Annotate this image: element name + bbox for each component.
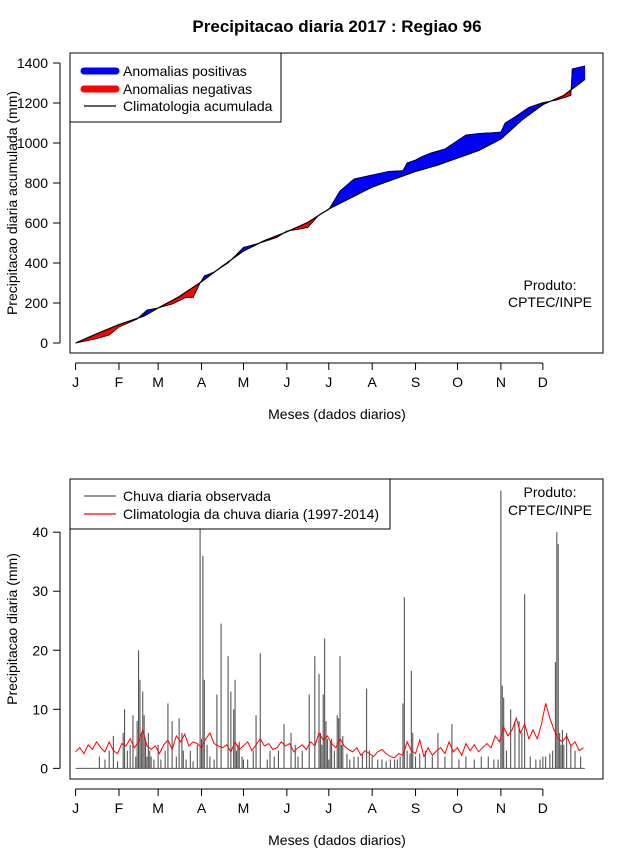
climatology-cumulative-line [75, 78, 586, 344]
x-tick-label: J [72, 374, 79, 390]
legend: Chuva diaria observada Climatologia da c… [69, 478, 391, 530]
x-tick-label: F [115, 374, 124, 390]
product-source: CPTEC/INPE [508, 294, 592, 310]
x-tick-label: A [368, 374, 378, 390]
x-tick-label: D [538, 374, 548, 390]
y-tick-label: 30 [32, 583, 48, 599]
y-tick-label: 1400 [17, 55, 48, 71]
x-axis-label: Meses (dados diarios) [268, 832, 406, 848]
x-tick-label: N [496, 374, 506, 390]
legend-label-climatology: Climatologia acumulada [123, 98, 273, 114]
x-tick-label: A [197, 374, 207, 390]
x-tick-label: A [368, 800, 378, 816]
x-tick-label: O [452, 800, 463, 816]
y-axis: 0 10 20 30 40 [32, 524, 61, 776]
x-tick-label: M [152, 374, 164, 390]
x-tick-label: A [197, 800, 207, 816]
x-tick-label: S [411, 374, 420, 390]
y-tick-label: 10 [32, 701, 48, 717]
chart-title: Precipitacao diaria 2017 : Regiao 96 [192, 17, 481, 36]
y-tick-label: 1200 [17, 95, 48, 111]
product-label: Produto: [524, 277, 577, 293]
y-axis-label: Precipitacao diaria (mm) [4, 553, 20, 705]
x-tick-label: M [152, 800, 164, 816]
daily-climatology-line [75, 703, 584, 759]
y-tick-label: 0 [40, 760, 48, 776]
legend-label-negative: Anomalias negativas [123, 81, 252, 97]
x-tick-label: M [238, 800, 250, 816]
x-tick-label: S [411, 800, 420, 816]
product-label: Produto: [524, 484, 577, 500]
y-tick-label: 1000 [17, 135, 48, 151]
y-tick-label: 400 [25, 255, 49, 271]
legend-label-climatology: Climatologia da chuva diaria (1997-2014) [123, 506, 379, 522]
y-axis-label: Precipitacao diaria acumulada (mm) [4, 91, 20, 315]
legend-label-observed: Chuva diaria observada [123, 488, 271, 504]
legend-label-positive: Anomalias positivas [123, 63, 247, 79]
x-tick-label: J [283, 374, 290, 390]
y-tick-label: 600 [25, 215, 49, 231]
x-tick-label: J [325, 800, 332, 816]
observed-cumulative-line [75, 65, 585, 344]
y-tick-label: 200 [25, 295, 49, 311]
x-tick-label: F [115, 800, 124, 816]
x-tick-label: J [325, 374, 332, 390]
x-axis-label: Meses (dados diarios) [268, 406, 406, 422]
x-tick-label: J [283, 800, 290, 816]
cumulative-precipitation-chart: 0 200 400 600 800 1000 1200 1400 J F M A M J J A S O N D P… [4, 52, 604, 422]
legend: Anomalias positivas Anomalias negativas … [69, 52, 282, 123]
product-source: CPTEC/INPE [508, 502, 592, 518]
anomaly-segment [583, 65, 586, 82]
x-tick-label: O [452, 374, 463, 390]
y-tick-label: 0 [40, 335, 48, 351]
plot-frame-top [69, 52, 604, 354]
y-axis: 0 200 400 600 800 1000 1200 1400 [17, 55, 61, 351]
daily-precipitation-chart: 0 10 20 30 40 J F M A M J J A S O N D Precipitacao diar… [4, 478, 604, 848]
x-tick-label: J [72, 800, 79, 816]
y-tick-label: 20 [32, 642, 48, 658]
x-tick-label: M [238, 374, 250, 390]
observed-daily-rain-bars [75, 490, 585, 769]
x-tick-label: D [538, 800, 548, 816]
y-tick-label: 800 [25, 175, 49, 191]
legend-box [69, 478, 391, 530]
x-tick-label: N [496, 800, 506, 816]
y-tick-label: 40 [32, 524, 48, 540]
